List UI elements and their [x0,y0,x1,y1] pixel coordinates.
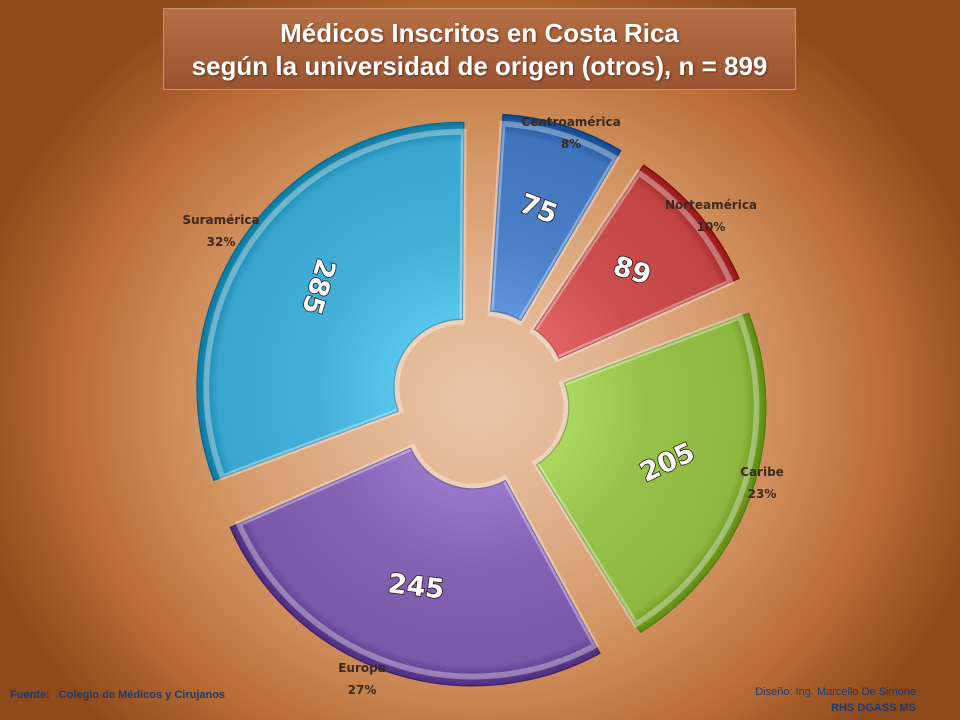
design-credit: Diseño: Ing. Marcello De Simone RHS DGAS… [755,684,916,716]
percent-label-norteamerica: 10% [697,220,726,234]
slice-bevel-europa [234,443,600,680]
slice-bevel-caribe [531,312,760,629]
title-line-2: según la universidad de origen (otros), … [191,51,768,81]
category-label-europa: Europa [338,661,386,675]
category-label-suramerica: Suramérica [182,213,259,227]
percent-label-europa: 27% [348,683,377,697]
slice-europa [229,447,601,687]
design-value: Ing. Marcello De Simone [795,686,916,698]
design-label: Diseño: [755,686,793,698]
slice-centroamerica [490,113,622,322]
slice-suramerica [196,121,465,482]
source-note: Fuente: Colegio de Médicos y Cirujanos [10,689,231,701]
percent-label-caribe: 23% [748,487,777,501]
percent-label-centroamerica: 8% [561,137,581,151]
slice-bevel-centroamerica [487,120,620,327]
slice-norteamerica [533,164,740,360]
category-label-caribe: Caribe [740,465,784,479]
chart-title: Médicos Inscritos en Costa Rica según la… [163,8,796,90]
value-label-europa: 245 [386,568,446,605]
source-label: Fuente: [10,689,50,701]
title-line-1: Médicos Inscritos en Costa Rica [280,18,679,48]
percent-label-suramerica: 32% [207,235,236,249]
source-value: Colegio de Médicos y Cirujanos [58,689,226,701]
category-label-centroamerica: Centroamérica [521,115,620,129]
organization-label: RHS DGASS MS [831,702,916,714]
category-label-norteamerica: Norteamérica [665,198,757,212]
slice-bevel-suramerica [203,128,467,481]
slice-bevel-norteamerica [529,168,735,364]
slice-caribe [535,312,767,634]
slices-group [196,113,767,687]
